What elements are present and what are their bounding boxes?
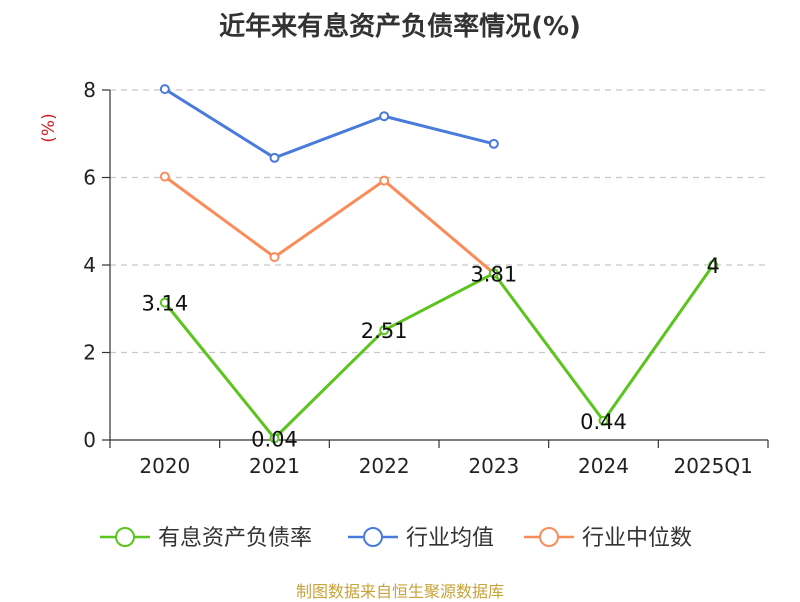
data-point [598,415,609,426]
x-tick-label: 2022 [359,454,410,478]
data-point [708,260,719,270]
legend-label: 有息资产负债率 [158,526,312,551]
data-label: 4 [706,254,719,278]
series-line [163,175,495,275]
data-point [269,252,280,263]
x-tick-label: 2024 [578,454,629,478]
series-lines [159,84,719,444]
legend-label: 行业均值 [406,526,494,551]
data-label: 0.44 [580,410,627,434]
series-line [163,264,715,440]
data-label: 3.14 [141,292,188,316]
data-point [379,111,390,122]
legend-marker [539,527,559,547]
data-point [269,433,280,444]
y-tick-label: 4 [83,253,96,277]
data-point [159,171,170,182]
chart-title: 近年来有息资产负债率情况(%) [219,12,581,42]
y-axis-unit-label: (%) [39,113,59,142]
y-tick-label: 2 [83,341,96,365]
data-label: 3.81 [470,262,517,286]
x-tick-label: 2025Q1 [673,454,752,478]
x-tick-label: 2023 [468,454,519,478]
legend-marker [363,527,383,547]
data-point [379,175,390,186]
data-point [159,297,170,308]
x-tick-label: 2021 [249,454,300,478]
series-line [164,87,495,160]
y-tick-label: 6 [83,166,96,190]
legend: 有息资产负债率 行业均值 行业中位数 [100,526,692,551]
data-point [269,152,280,163]
data-point [159,84,170,95]
axes: 0 2 4 6 8 2020 2021 2022 2023 2024 2025Q1 [83,78,769,478]
y-tick-label: 8 [83,78,96,102]
source-note: 制图数据来自恒生聚源数据库 [295,582,504,601]
x-tick-label: 2020 [139,454,190,478]
legend-label: 行业中位数 [582,526,692,551]
data-point [488,268,499,279]
legend-marker [115,527,135,547]
data-label: 0.04 [251,427,298,451]
data-labels: 3.14 0.04 2.51 3.81 0.44 4 [141,254,719,451]
data-point [379,325,390,336]
y-tick-label: 0 [83,428,96,452]
data-label: 2.51 [361,319,408,343]
data-point [488,138,499,149]
